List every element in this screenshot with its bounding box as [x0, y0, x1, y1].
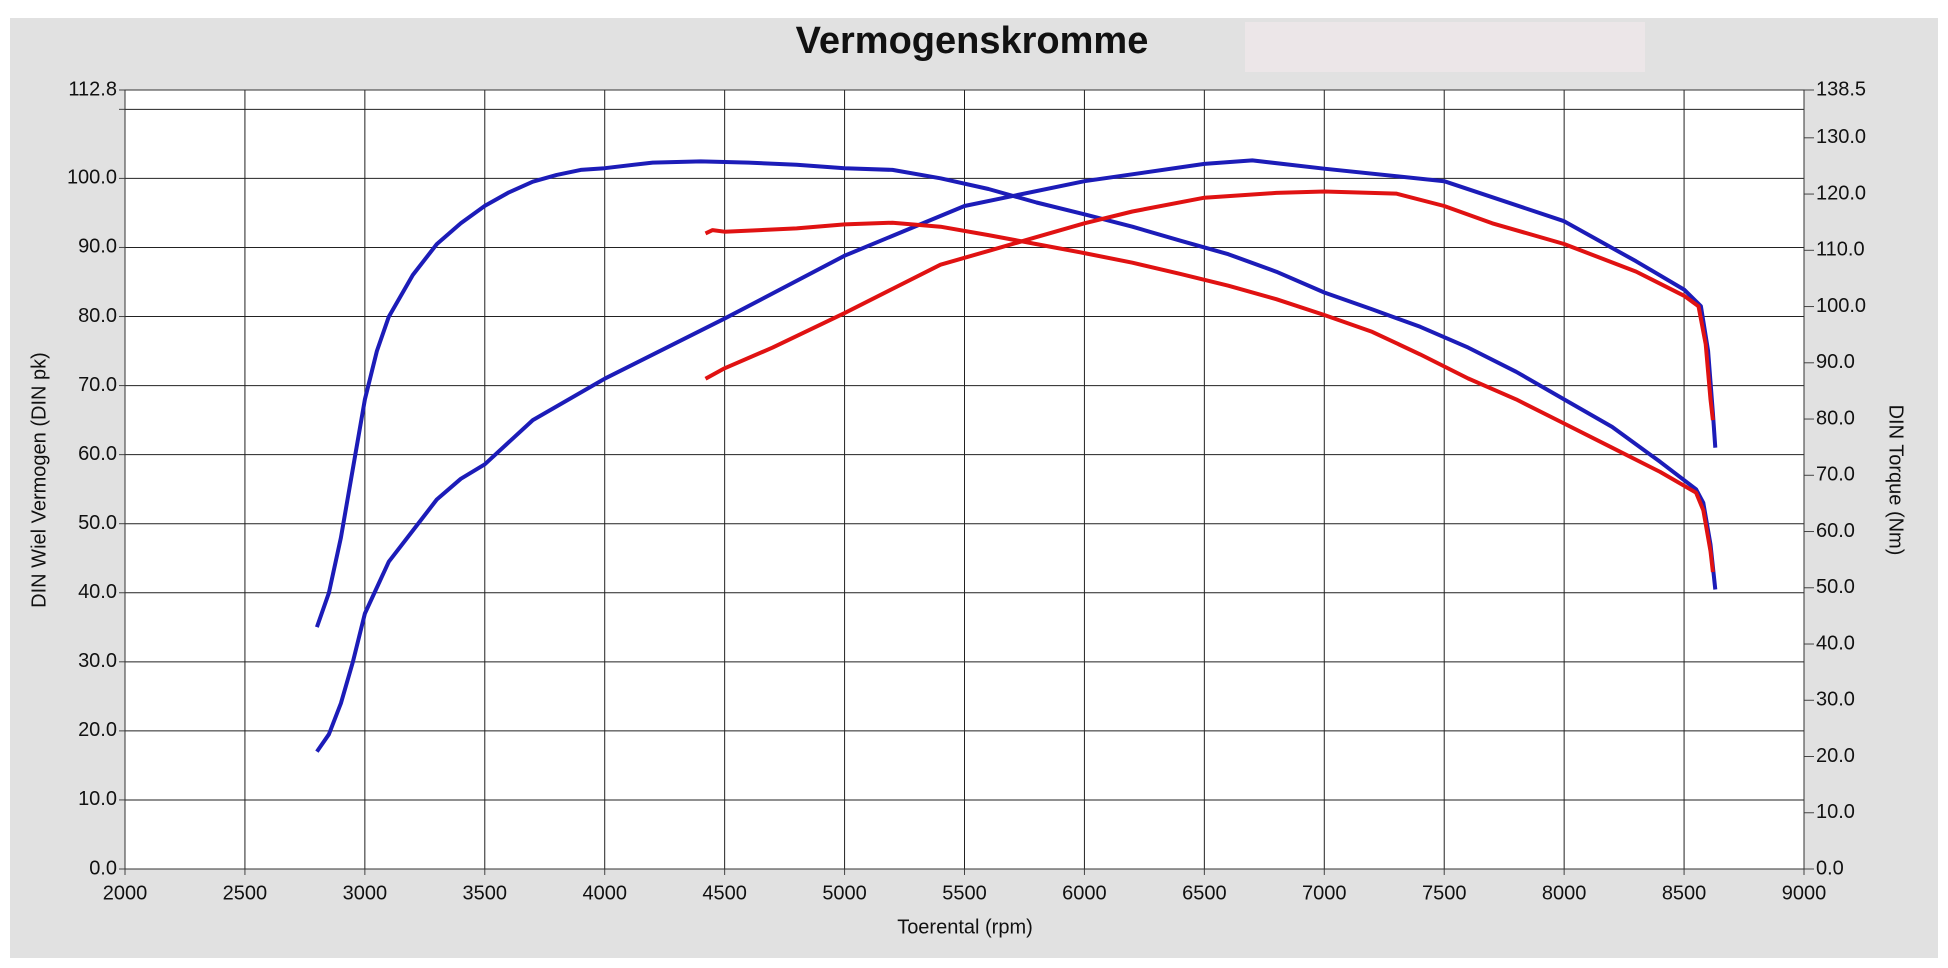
- y2-tick-label: 138.5: [1816, 78, 1866, 100]
- y2-tick-label: 50.0: [1816, 576, 1855, 598]
- y2-tick-label: 70.0: [1816, 464, 1855, 486]
- x-tick-label: 6500: [1182, 882, 1227, 904]
- y2-tick-label: 110.0: [1816, 239, 1865, 261]
- y-tick-label: 20.0: [78, 719, 117, 741]
- plot-border: [124, 89, 1805, 870]
- y-tick-label: 112.8: [68, 78, 117, 100]
- x-tick-label: 3500: [463, 882, 508, 904]
- y-tick-label: 50.0: [78, 512, 117, 534]
- y-tick-label: 90.0: [78, 236, 117, 258]
- x-tick-label: 8500: [1662, 882, 1707, 904]
- y2-tick-label: 40.0: [1816, 632, 1855, 654]
- y-axis-label: DIN Wiel Vermogen (DIN pk): [28, 352, 50, 608]
- blank-box: [1245, 22, 1645, 72]
- series-line: [315, 159, 1718, 628]
- y2-tick-label: 0.0: [1816, 857, 1844, 879]
- x-tick-label: 5000: [822, 882, 867, 904]
- y-tick-label: 30.0: [78, 650, 117, 672]
- series-line: [704, 220, 1715, 573]
- y2-tick-label: 130.0: [1816, 126, 1866, 148]
- y-tick-label: 70.0: [78, 374, 117, 396]
- y-tick-label: 60.0: [78, 443, 117, 465]
- y2-tick-label: 100.0: [1816, 295, 1866, 317]
- chart-title: Vermogenskromme: [796, 20, 1149, 62]
- y-tick-label: 10.0: [78, 788, 117, 810]
- x-tick-label: 5500: [942, 882, 987, 904]
- x-tick-label: 2500: [223, 882, 268, 904]
- y2-tick-label: 20.0: [1816, 745, 1855, 767]
- y-tick-label: 40.0: [78, 581, 117, 603]
- y2-tick-label: 10.0: [1816, 801, 1855, 823]
- series-line: [315, 158, 1718, 753]
- x-tick-label: 7500: [1422, 882, 1467, 904]
- y2-tick-label: 120.0: [1816, 182, 1866, 204]
- y2-axis-label: DIN Torque (Nm): [1885, 405, 1907, 556]
- x-tick-label: 2000: [103, 882, 148, 904]
- x-tick-label: 4500: [702, 882, 747, 904]
- y2-tick-label: 30.0: [1816, 689, 1855, 711]
- y-tick-label: 100.0: [67, 167, 117, 189]
- y-tick-label: 0.0: [89, 857, 117, 879]
- x-tick-label: 7000: [1302, 882, 1347, 904]
- x-tick-label: 4000: [582, 882, 627, 904]
- x-axis-label: Toerental (rpm): [897, 916, 1033, 938]
- y-tick-label: 80.0: [78, 305, 117, 327]
- y2-tick-label: 80.0: [1816, 407, 1855, 429]
- x-tick-label: 9000: [1782, 882, 1827, 904]
- y2-tick-label: 90.0: [1816, 351, 1855, 373]
- x-tick-label: 3000: [343, 882, 388, 904]
- y2-tick-label: 60.0: [1816, 520, 1855, 542]
- x-tick-label: 8000: [1542, 882, 1587, 904]
- x-tick-label: 6000: [1062, 882, 1107, 904]
- series-line: [704, 189, 1715, 421]
